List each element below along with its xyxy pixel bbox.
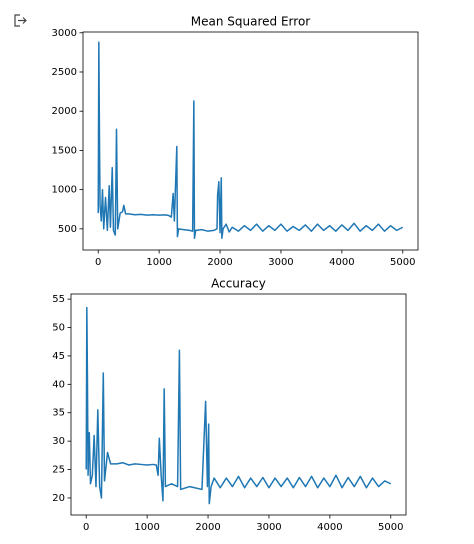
chart-title: Mean Squared Error: [191, 15, 311, 29]
y-tick-label: 3000: [52, 28, 77, 39]
x-tick-label: 4000: [329, 257, 354, 268]
x-tick-label: 5000: [378, 522, 403, 533]
x-tick-label: 2000: [207, 257, 232, 268]
y-tick-label: 2000: [52, 106, 77, 117]
y-tick-label: 25: [52, 465, 65, 476]
x-tick-label: 0: [83, 522, 89, 533]
line-series: [85, 306, 392, 505]
y-tick-label: 1000: [52, 185, 77, 196]
y-tick-label: 20: [52, 493, 65, 504]
x-tick-label: 2000: [195, 522, 220, 533]
y-tick-label: 30: [52, 436, 65, 447]
output-icon: [14, 14, 27, 27]
axes-frame: [70, 293, 407, 516]
y-tick-label: 2500: [52, 67, 77, 78]
x-tick-label: 1000: [134, 522, 159, 533]
y-tick-label: 40: [52, 379, 65, 390]
line-series: [97, 41, 404, 239]
x-tick-label: 0: [95, 257, 101, 268]
x-tick-label: 3000: [256, 522, 281, 533]
x-tick-label: 1000: [146, 257, 171, 268]
x-tick-label: 5000: [390, 257, 415, 268]
axes-frame: [82, 31, 419, 251]
y-tick-label: 35: [52, 408, 65, 419]
y-tick-label: 500: [58, 224, 77, 235]
chart-title: Accuracy: [211, 277, 266, 291]
y-tick-label: 55: [52, 294, 65, 305]
y-tick-label: 1500: [52, 145, 77, 156]
chart: Mean Squared Error 0 1000 2000 3000 4000 5000 5…: [52, 15, 419, 268]
y-tick-label: 45: [52, 351, 65, 362]
x-tick-label: 4000: [317, 522, 342, 533]
chart: Accuracy 0 1000 2000 3000 4000 5000 20 25 30 35 40 4…: [52, 277, 407, 533]
x-tick-label: 3000: [268, 257, 293, 268]
y-tick-label: 50: [52, 323, 65, 334]
